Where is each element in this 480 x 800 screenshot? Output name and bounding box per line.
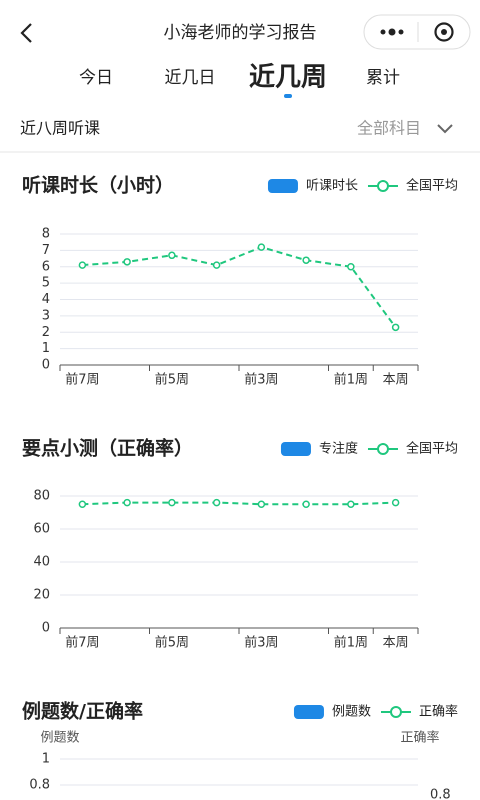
y-tick-label: 5 — [42, 276, 50, 291]
x-tick-label: 前5周 — [155, 635, 189, 651]
legend-label: 全国平均 — [406, 178, 458, 194]
data-point — [302, 500, 310, 508]
x-tick-label: 前3周 — [244, 372, 278, 388]
legend-swatch — [280, 442, 311, 456]
data-point — [302, 256, 310, 264]
legend-swatch — [376, 180, 389, 192]
dropdown-chevron[interactable] — [437, 124, 453, 134]
legend-label: 正确率 — [419, 704, 458, 720]
series-line — [82, 246, 397, 328]
tab-indicator — [284, 94, 292, 98]
subject-select[interactable]: 全部科目 — [357, 119, 421, 138]
back-button[interactable] — [20, 23, 32, 43]
tab[interactable]: 近几日 — [165, 68, 216, 88]
data-point — [257, 500, 266, 508]
chart-title: 听课时长（小时） — [22, 174, 174, 197]
capsule — [363, 14, 471, 50]
y-tick-label: 0 — [42, 621, 50, 636]
data-point — [123, 498, 131, 507]
menu-dot[interactable] — [398, 29, 404, 35]
series-line — [82, 501, 396, 506]
legend-label: 专注度 — [319, 441, 358, 457]
data-point — [78, 261, 87, 269]
y-tick-label: 0 — [42, 358, 50, 373]
capsule-frame — [363, 14, 471, 50]
data-point — [391, 498, 400, 507]
close-button[interactable] — [434, 22, 454, 42]
page-title: 小海老师的学习报告 — [164, 23, 317, 43]
tab[interactable]: 累计 — [366, 68, 400, 88]
legend-swatch — [267, 179, 298, 193]
data-point — [347, 263, 355, 271]
y-axis-title: 例题数 — [40, 731, 79, 746]
legend-label: 全国平均 — [406, 441, 458, 457]
y-tick-label: 60 — [33, 522, 50, 537]
data-point — [257, 243, 266, 251]
y-tick-label: 2 — [42, 325, 50, 340]
data-point — [212, 498, 221, 507]
y-tick-label: 0.8 — [29, 778, 50, 793]
data-point — [391, 323, 400, 332]
data-point — [168, 251, 176, 260]
filter-label: 近八周听课 — [20, 119, 100, 138]
chart-title: 例题数/正确率 — [22, 700, 143, 723]
data-point — [347, 500, 355, 508]
legend-swatch — [376, 443, 389, 455]
legend-label: 听课时长 — [306, 179, 358, 194]
y-tick-label: 4 — [42, 292, 50, 307]
tab[interactable]: 今日 — [79, 68, 113, 88]
x-tick-label: 前5周 — [155, 372, 189, 388]
y-tick-label: 6 — [42, 259, 50, 274]
x-tick-label: 前1周 — [334, 635, 368, 651]
chart-title: 要点小测（正确率） — [22, 437, 193, 460]
menu-dot[interactable] — [380, 29, 386, 35]
x-tick-label: 前7周 — [65, 635, 99, 651]
y-tick-label: 3 — [42, 308, 50, 323]
y-tick-label: 1 — [42, 341, 50, 356]
y-tick-label: 80 — [33, 489, 50, 504]
y-tick-label: 1 — [42, 752, 50, 767]
y-tick-label: 20 — [33, 588, 50, 603]
y-tick-label: 7 — [42, 243, 50, 258]
y2-tick-label: 0.8 — [430, 788, 451, 800]
legend-swatch — [389, 706, 402, 718]
x-tick-label: 前3周 — [244, 635, 278, 651]
legend-label: 例题数 — [332, 705, 371, 720]
y2-axis-title: 正确率 — [400, 730, 439, 746]
menu-dot[interactable] — [388, 28, 396, 36]
y-tick-label: 40 — [33, 555, 50, 570]
close-dot — [441, 29, 447, 35]
y-tick-label: 8 — [42, 227, 50, 242]
data-point — [123, 258, 131, 266]
x-tick-label: 前7周 — [65, 372, 99, 388]
x-tick-label: 前1周 — [334, 372, 368, 388]
data-point — [212, 261, 221, 269]
data-point — [78, 500, 87, 508]
legend-swatch — [293, 705, 324, 719]
tab[interactable]: 近几周 — [249, 63, 327, 93]
data-point — [168, 498, 176, 507]
x-tick-label: 本周 — [383, 373, 409, 388]
x-tick-label: 本周 — [383, 636, 409, 651]
